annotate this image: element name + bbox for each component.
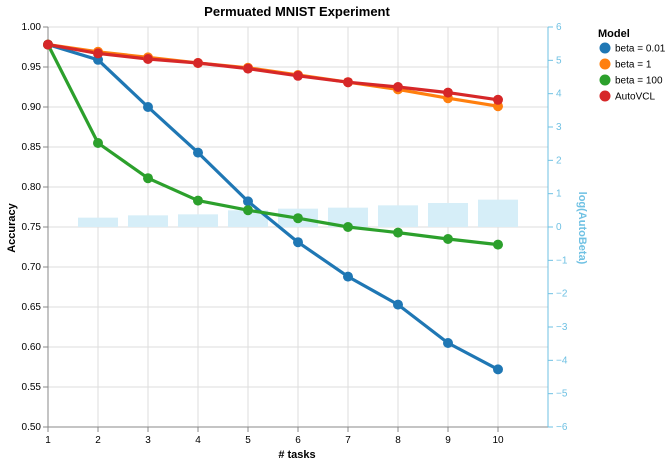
data-point	[193, 195, 203, 206]
legend-title: Model	[598, 28, 630, 40]
data-point	[393, 227, 403, 238]
data-point	[343, 271, 353, 282]
autobeta-bar	[328, 207, 368, 227]
series-line	[46, 42, 500, 247]
legend-label: beta = 1	[615, 60, 652, 71]
x-tick-label: 8	[395, 435, 401, 446]
y2-tick-label: −5	[556, 389, 568, 400]
data-point	[43, 39, 53, 50]
y-tick-label: 0.60	[22, 342, 42, 353]
y-tick-label: 0.95	[22, 62, 42, 73]
y-tick-label: 0.80	[22, 182, 42, 193]
data-point	[243, 196, 253, 207]
legend: Model beta = 0.01 beta = 1 beta = 100 AutoV…	[598, 28, 666, 103]
legend-swatch	[599, 42, 611, 54]
y-axis-title: Accuracy	[6, 202, 18, 252]
data-point	[493, 364, 503, 375]
autobeta-bar	[78, 217, 118, 227]
y2-tick-label: 2	[556, 155, 562, 166]
x-tick-label: 1	[45, 435, 51, 446]
y2-tick-label: −4	[556, 355, 568, 366]
autobeta-bar	[128, 215, 168, 227]
data-point	[443, 234, 453, 244]
autobeta-bar	[428, 203, 468, 227]
series-line	[46, 42, 500, 371]
legend-label: AutoVCL	[615, 92, 655, 103]
data-point	[443, 87, 453, 98]
legend-label: beta = 100	[615, 76, 663, 87]
chart-title: Permuated MNIST Experiment	[204, 4, 390, 19]
legend-swatch	[599, 58, 611, 70]
series-line	[46, 42, 500, 102]
data-point	[393, 299, 403, 310]
y-tick-label: 0.55	[22, 382, 42, 393]
y-tick-label: 0.50	[22, 422, 42, 433]
autobeta-bar	[478, 199, 518, 227]
x-tick-label: 9	[445, 435, 451, 446]
data-point	[343, 77, 353, 88]
legend-items: beta = 0.01 beta = 1 beta = 100 AutoVCL	[599, 42, 666, 103]
x-axis-title: # tasks	[278, 449, 315, 461]
data-point	[293, 213, 303, 224]
data-point	[143, 102, 153, 112]
autobeta-bar	[378, 205, 418, 227]
axes: 0.50 0.55 0.60 0.65 0.70 0.75 0.80 0.85 0.90 0.95…	[22, 22, 568, 446]
x-tick-label: 5	[245, 435, 251, 446]
y2-tick-label: −1	[556, 255, 568, 266]
x-tick-label: 3	[145, 435, 151, 446]
y-tick-label: 0.70	[22, 262, 42, 273]
y2-tick-label: 4	[556, 89, 562, 100]
data-point	[293, 237, 303, 248]
y2-axis-title: log(AutoBeta)	[576, 192, 588, 265]
x-tick-label: 4	[195, 435, 201, 446]
line-layer	[46, 42, 500, 371]
y2-tick-label: −2	[556, 289, 568, 300]
x-tick-label: 6	[295, 435, 301, 446]
autobeta-bar	[228, 210, 268, 227]
y2-tick-label: −6	[556, 422, 568, 433]
data-point	[393, 82, 403, 92]
legend-label: beta = 0.01	[615, 44, 666, 55]
y2-tick-label: 6	[556, 22, 562, 33]
data-point	[493, 94, 503, 105]
data-point	[193, 147, 203, 158]
y-tick-label: 0.85	[22, 142, 42, 153]
x-tick-label: 2	[95, 435, 101, 446]
y2-tick-label: 3	[556, 122, 562, 133]
data-point	[143, 54, 153, 64]
data-point	[443, 338, 453, 348]
x-tick-label: 10	[492, 435, 504, 446]
data-point	[493, 239, 503, 250]
legend-swatch	[599, 74, 611, 86]
legend-swatch	[599, 90, 611, 102]
data-point	[193, 58, 203, 68]
y-tick-label: 1.00	[22, 22, 42, 33]
data-point	[293, 70, 303, 81]
point-layer	[43, 39, 503, 375]
autobeta-bar	[178, 214, 218, 227]
data-point	[343, 222, 353, 232]
data-point	[93, 138, 103, 148]
y-tick-label: 0.65	[22, 302, 42, 313]
y2-tick-label: 0	[556, 222, 562, 233]
y2-tick-label: −3	[556, 322, 568, 333]
data-point	[143, 173, 153, 184]
y2-tick-label: 5	[556, 55, 562, 66]
x-tick-label: 7	[345, 435, 351, 446]
data-point	[243, 205, 253, 216]
data-point	[243, 63, 253, 74]
y-tick-label: 0.90	[22, 102, 42, 113]
data-point	[93, 48, 103, 59]
y2-tick-label: 1	[556, 189, 562, 200]
y-tick-label: 0.75	[22, 222, 42, 233]
